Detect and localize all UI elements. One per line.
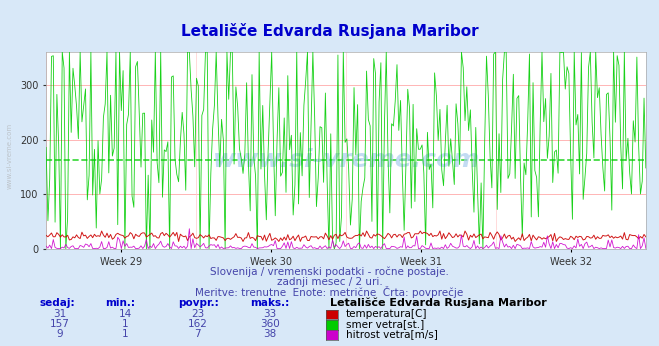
- Text: 23: 23: [191, 309, 204, 319]
- Text: www.si-vreme.com: www.si-vreme.com: [7, 122, 13, 189]
- Text: maks.:: maks.:: [250, 298, 290, 308]
- Text: 33: 33: [264, 309, 277, 319]
- Text: smer vetra[st.]: smer vetra[st.]: [346, 319, 424, 329]
- Text: 1: 1: [122, 319, 129, 329]
- Text: 162: 162: [188, 319, 208, 329]
- Text: zadnji mesec / 2 uri.: zadnji mesec / 2 uri.: [277, 277, 382, 287]
- Text: min.:: min.:: [105, 298, 136, 308]
- Text: temperatura[C]: temperatura[C]: [346, 309, 428, 319]
- Text: 31: 31: [53, 309, 66, 319]
- Text: hitrost vetra[m/s]: hitrost vetra[m/s]: [346, 329, 438, 339]
- Text: Slovenija / vremenski podatki - ročne postaje.: Slovenija / vremenski podatki - ročne po…: [210, 266, 449, 277]
- Text: 14: 14: [119, 309, 132, 319]
- Text: www.si-vreme.com: www.si-vreme.com: [212, 148, 480, 172]
- Text: povpr.:: povpr.:: [178, 298, 219, 308]
- Text: 157: 157: [49, 319, 69, 329]
- Text: 7: 7: [194, 329, 201, 339]
- Text: 360: 360: [260, 319, 280, 329]
- Text: 9: 9: [56, 329, 63, 339]
- Text: Letališče Edvarda Rusjana Maribor: Letališče Edvarda Rusjana Maribor: [181, 23, 478, 39]
- Text: Meritve: trenutne  Enote: metrične  Črta: povprečje: Meritve: trenutne Enote: metrične Črta: …: [195, 286, 464, 298]
- Text: 1: 1: [122, 329, 129, 339]
- Text: sedaj:: sedaj:: [40, 298, 75, 308]
- Text: 38: 38: [264, 329, 277, 339]
- Text: Letališče Edvarda Rusjana Maribor: Letališče Edvarda Rusjana Maribor: [330, 298, 546, 308]
